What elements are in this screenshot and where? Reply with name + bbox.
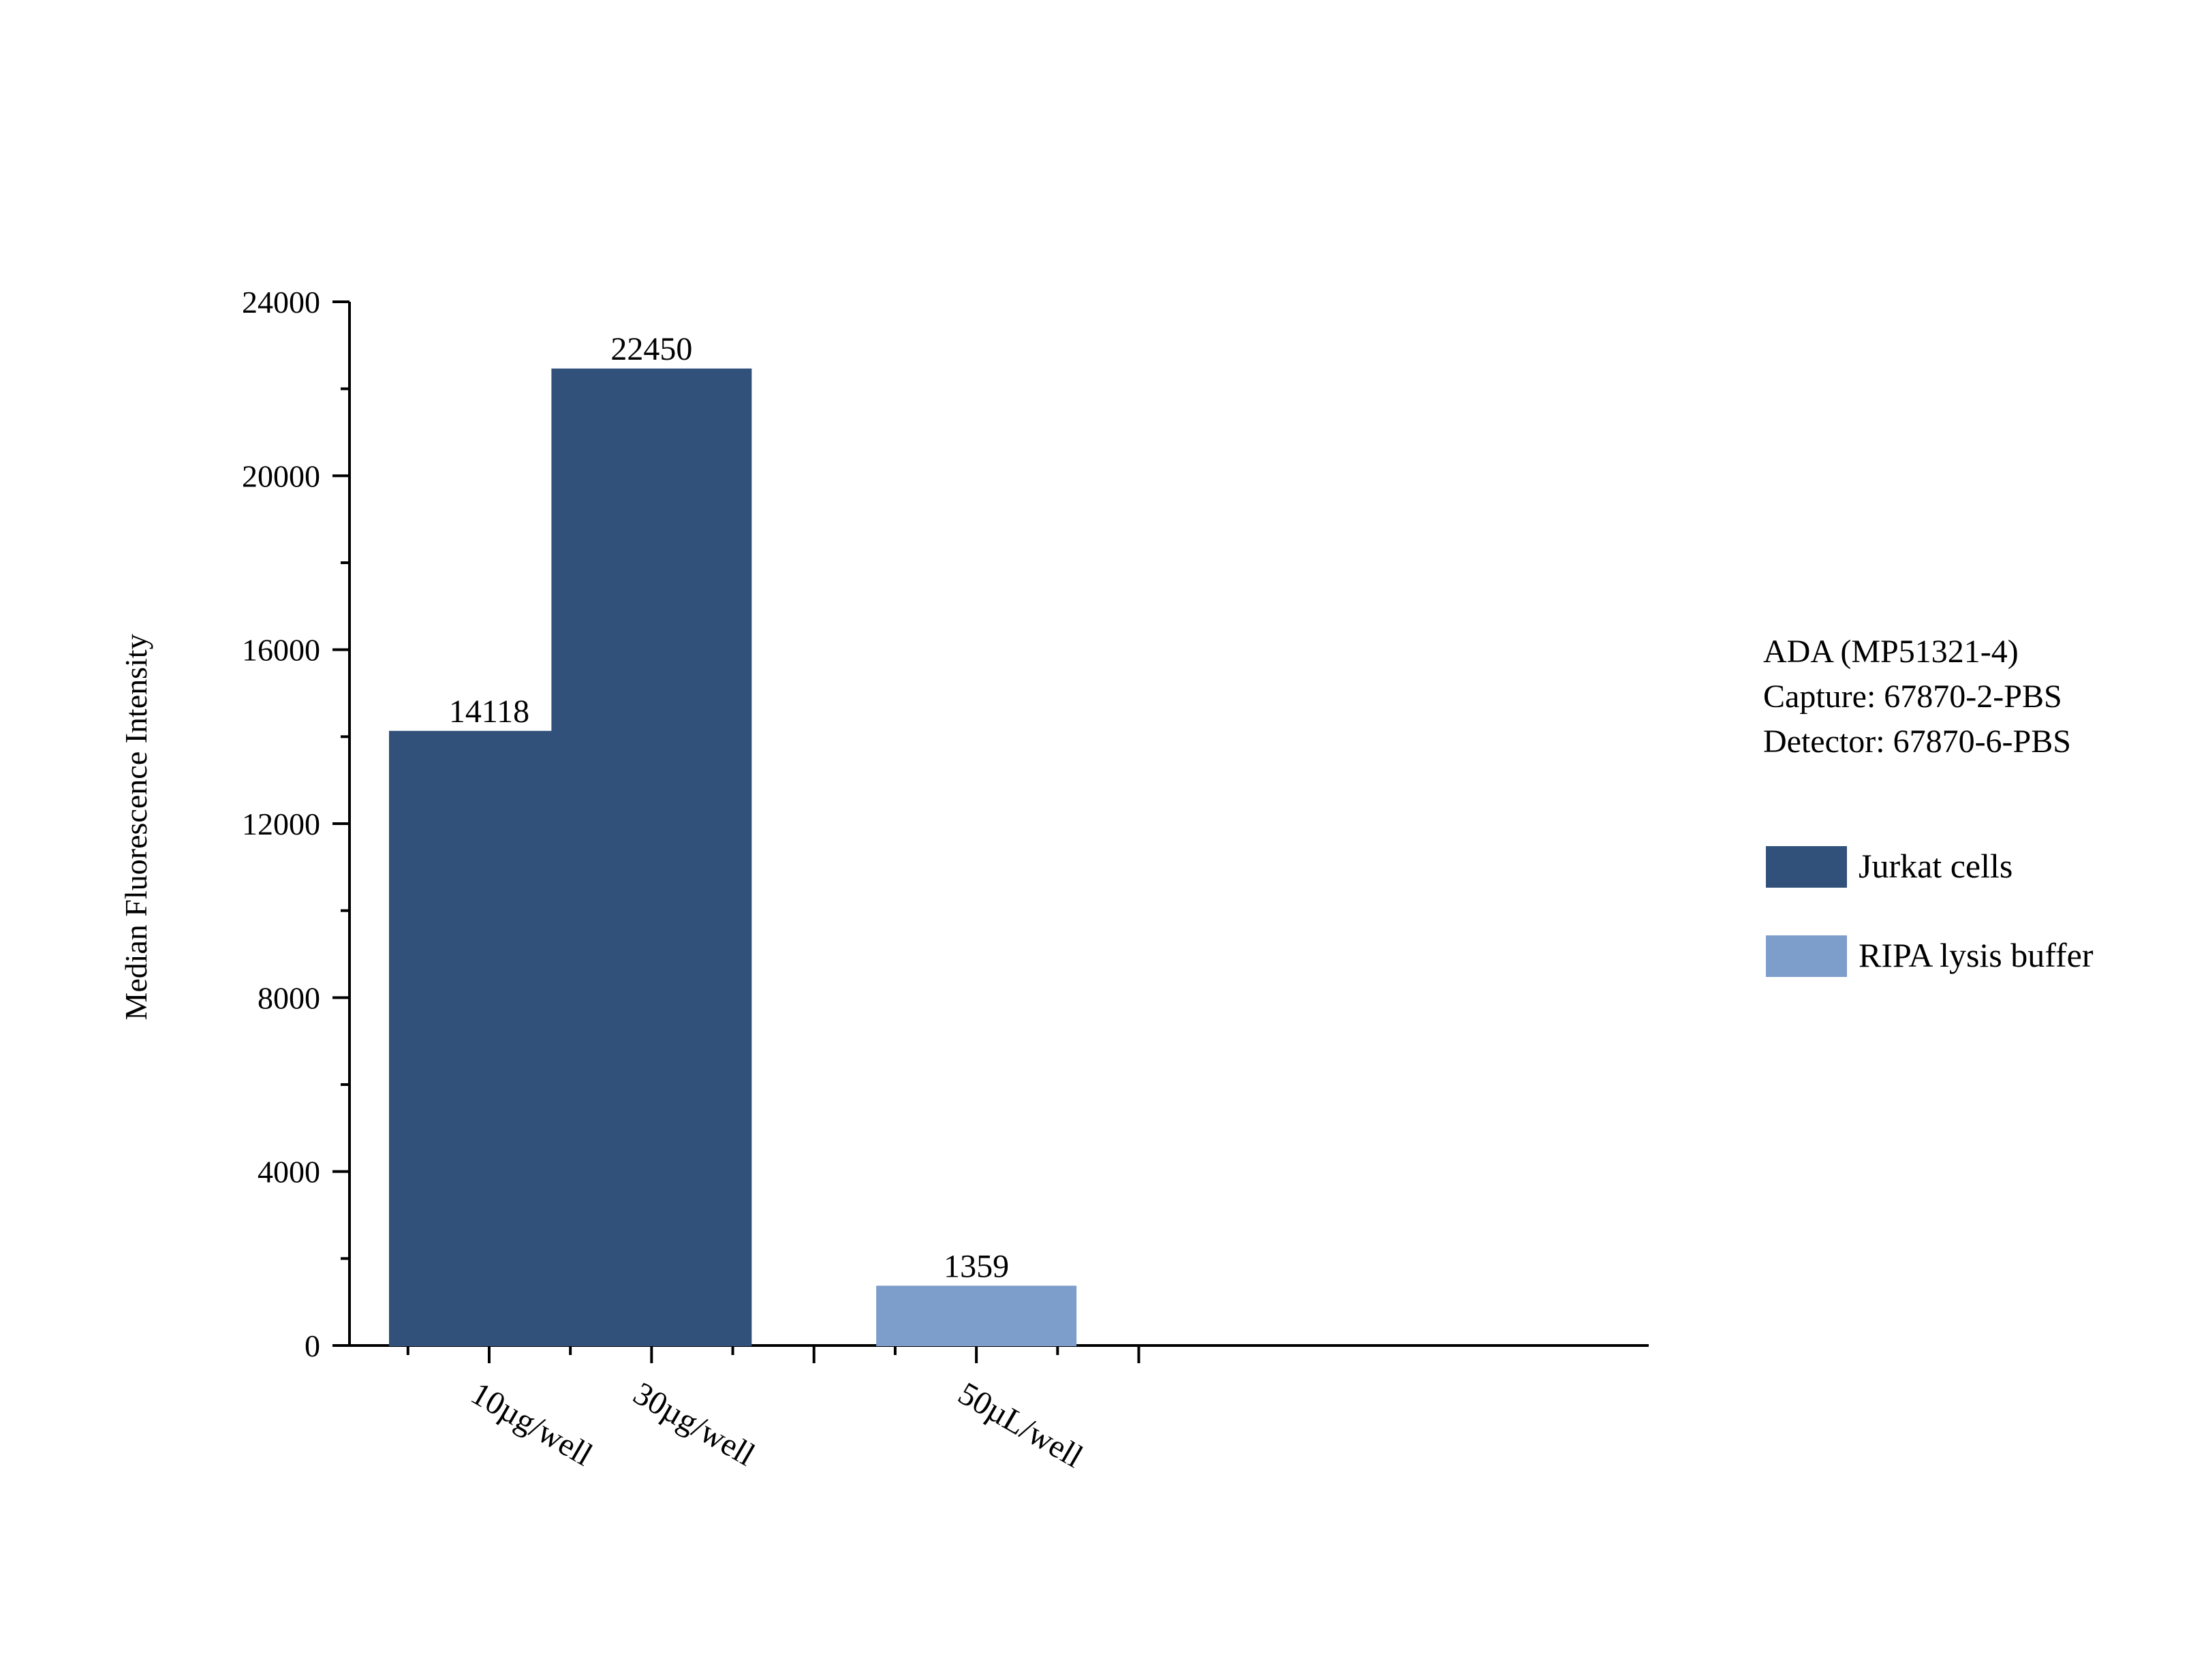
y-axis-title: Median Fluorescence Intensity: [119, 634, 153, 1020]
annotation-line: Detector: 67870-6-PBS: [1763, 724, 2071, 760]
y-tick-label: 4000: [258, 1155, 320, 1189]
bars: [389, 368, 1077, 1346]
annotation-line: Capture: 67870-2-PBS: [1763, 679, 2062, 715]
y-tick-label: 20000: [242, 458, 320, 493]
bar-value-label: 22450: [610, 331, 692, 367]
legend-label: RIPA lysis buffer: [1859, 936, 2094, 974]
x-category-label: 10µg/well: [465, 1375, 599, 1474]
y-tick-label: 16000: [242, 633, 320, 668]
bar: [551, 368, 752, 1346]
y-tick-label: 12000: [242, 807, 320, 841]
legend-label: Jurkat cells: [1859, 847, 2013, 885]
y-tick-label: 0: [305, 1328, 320, 1363]
legend-swatch: [1766, 846, 1847, 888]
legend: ADA (MP51321-4) Capture: 67870-2-PBS Detec…: [1763, 634, 2094, 977]
bar-value-label: 1359: [944, 1248, 1009, 1284]
bar-value-label: 14118: [449, 694, 529, 730]
x-category-label: 30µg/well: [627, 1375, 761, 1474]
x-category-label: 50µL/well: [952, 1375, 1089, 1475]
y-tick-label: 8000: [258, 980, 320, 1015]
y-tick-label: 24000: [242, 285, 320, 320]
legend-swatch: [1766, 935, 1847, 977]
annotation-line: ADA (MP51321-4): [1763, 634, 2019, 670]
bar: [876, 1286, 1077, 1346]
